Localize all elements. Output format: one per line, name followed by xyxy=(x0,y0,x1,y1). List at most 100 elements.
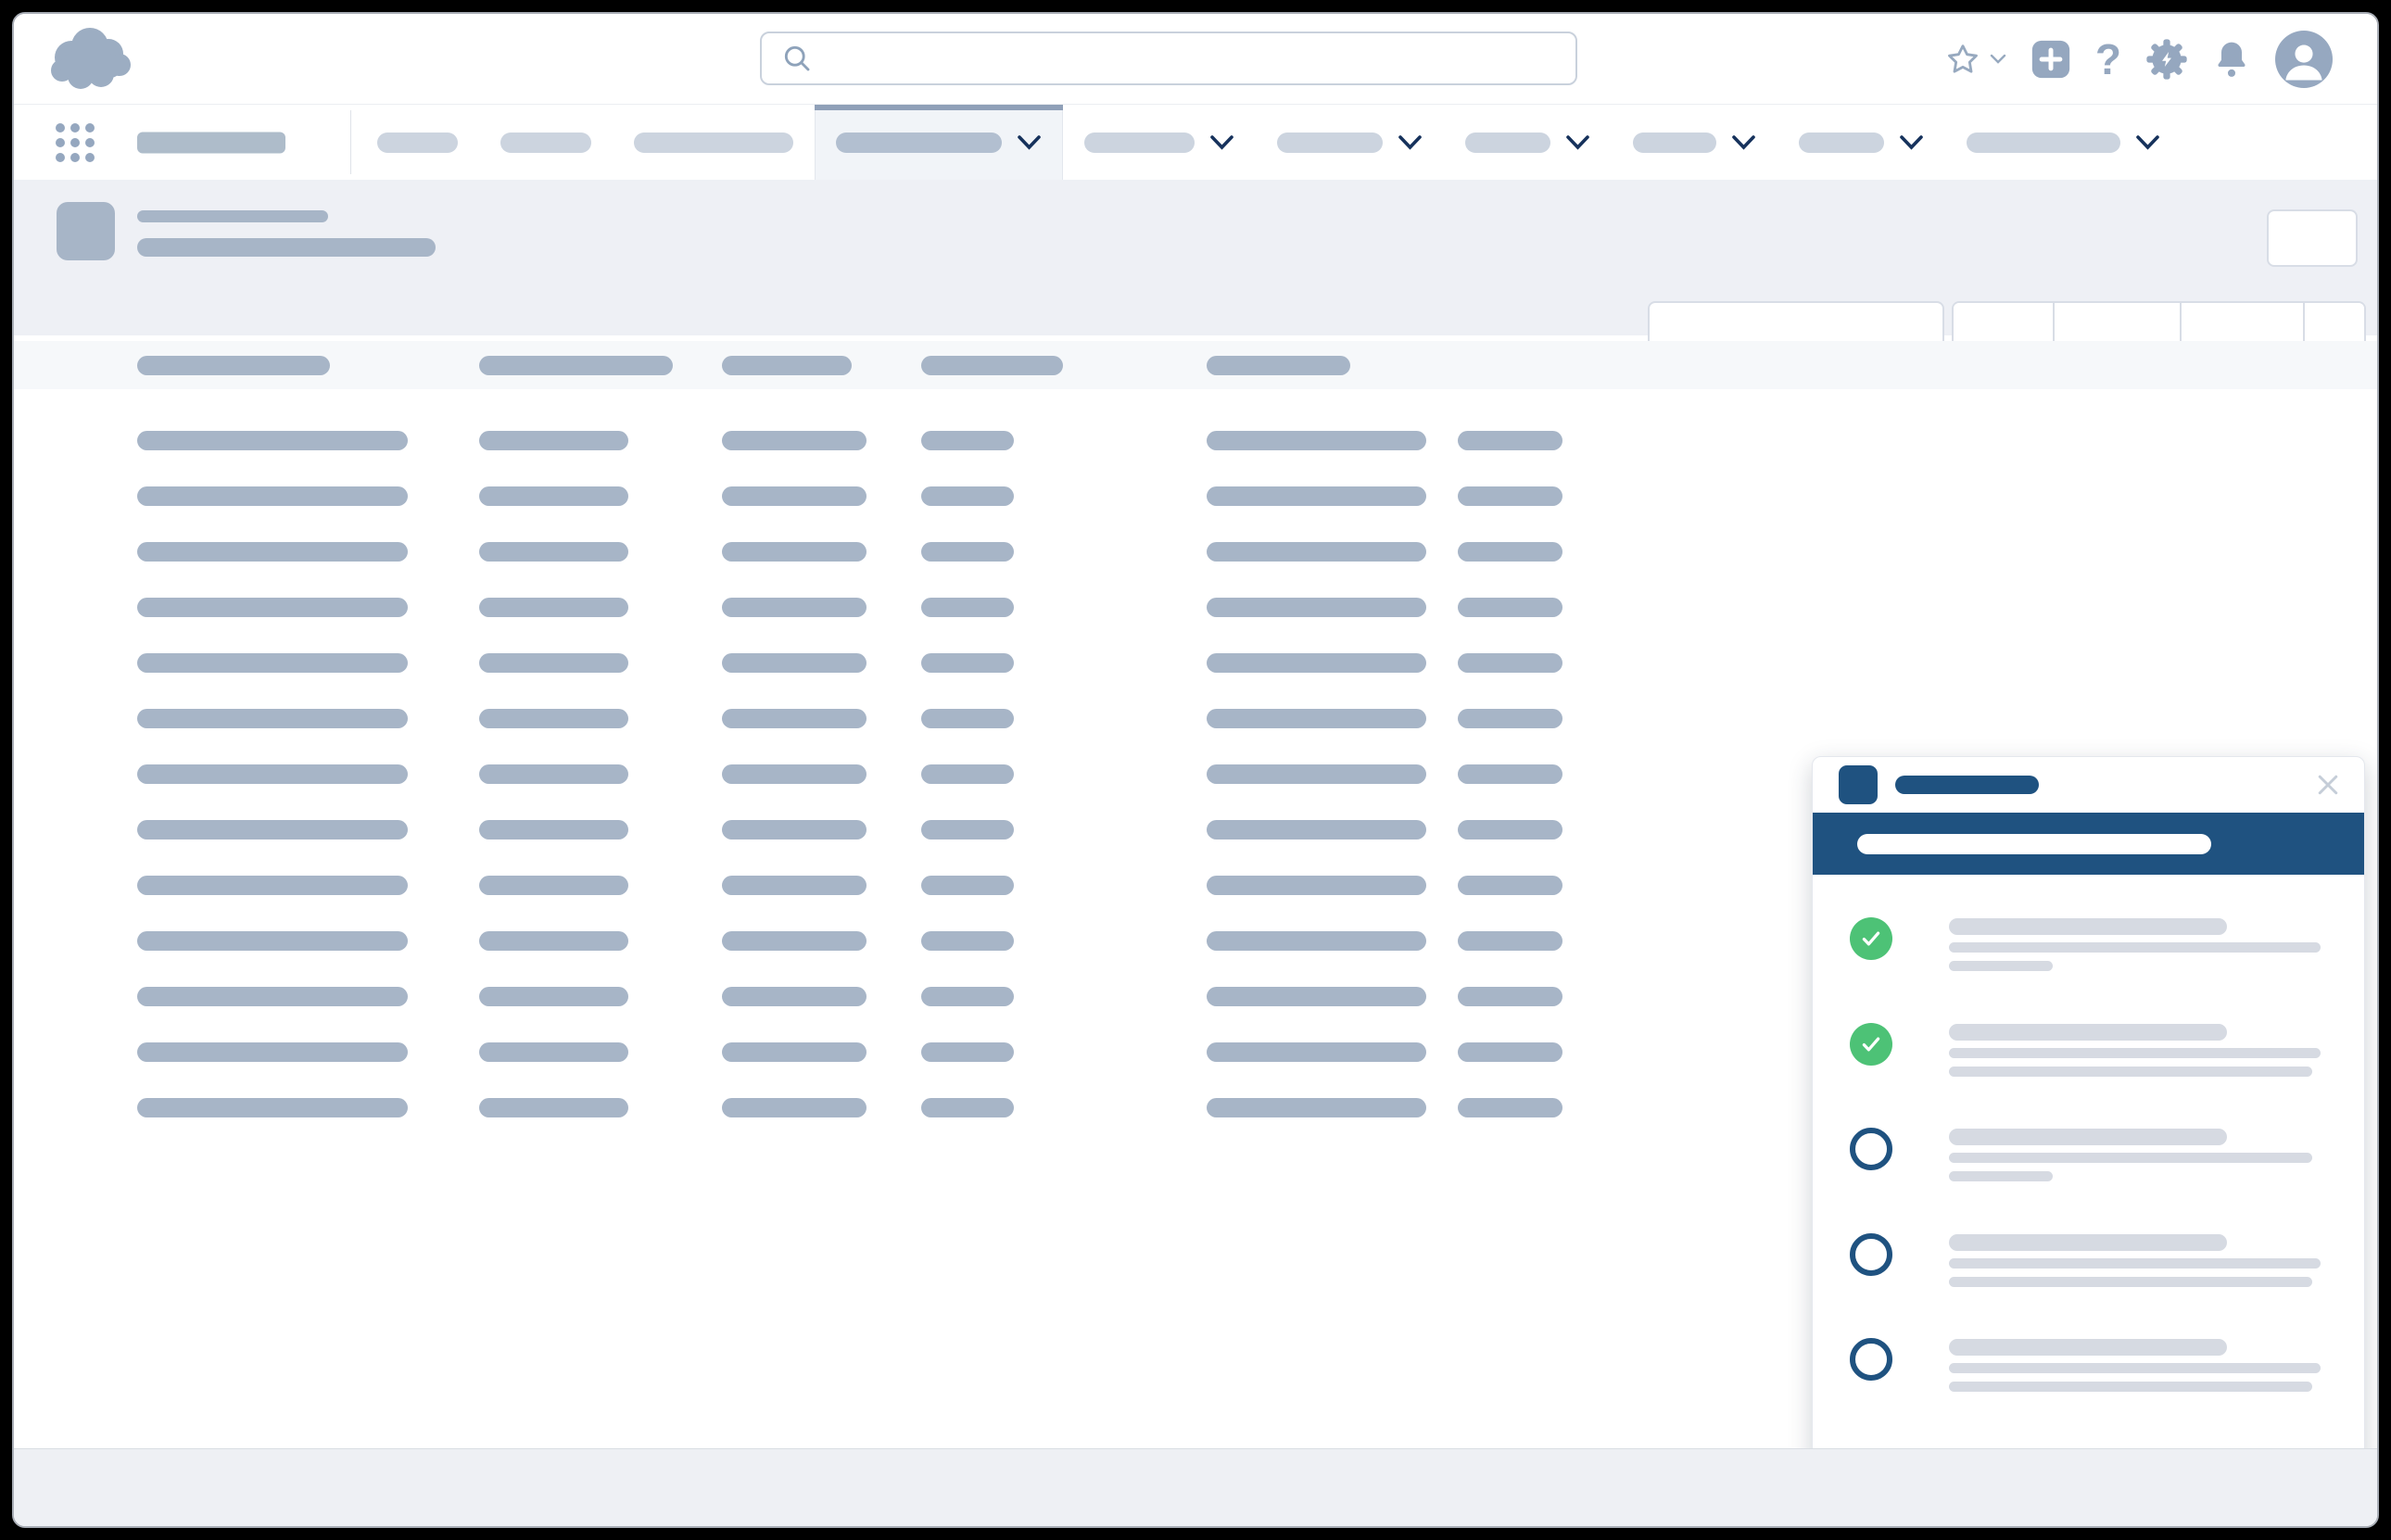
tab-label-placeholder xyxy=(1277,132,1383,153)
add-icon[interactable] xyxy=(2030,39,2071,80)
global-header: ? xyxy=(14,14,2377,104)
app-launcher-waffle-icon[interactable] xyxy=(56,122,95,162)
cell-placeholder xyxy=(1207,764,1426,784)
walkthrough-step-list xyxy=(1813,875,2364,1469)
table-row[interactable] xyxy=(14,802,2377,857)
cell-placeholder xyxy=(921,1042,1014,1062)
cell-placeholder xyxy=(722,709,867,728)
global-search xyxy=(760,32,1577,85)
column-header-placeholder[interactable] xyxy=(479,356,673,375)
walkthrough-banner xyxy=(1813,813,2364,875)
walkthrough-step[interactable] xyxy=(1850,1128,2346,1194)
walkthrough-step[interactable] xyxy=(1850,1023,2346,1090)
cell-placeholder xyxy=(1458,709,1562,728)
step-incomplete-circle-icon xyxy=(1850,1233,1892,1276)
table-row[interactable] xyxy=(14,690,2377,746)
cell-placeholder xyxy=(921,486,1014,506)
walkthrough-step[interactable] xyxy=(1850,1338,2346,1405)
nav-tab[interactable] xyxy=(356,105,479,180)
nav-tab[interactable] xyxy=(1777,105,1945,180)
notifications-bell-icon[interactable] xyxy=(2212,38,2251,81)
step-complete-check-icon xyxy=(1850,917,1892,960)
nav-tab[interactable] xyxy=(1945,105,2182,180)
cell-placeholder xyxy=(1207,1042,1426,1062)
page-header xyxy=(14,180,2377,366)
cell-placeholder xyxy=(479,987,628,1006)
cell-placeholder xyxy=(722,486,867,506)
cell-placeholder xyxy=(1458,876,1562,895)
cell-placeholder xyxy=(1207,876,1426,895)
cell-placeholder xyxy=(1458,431,1562,450)
user-avatar-icon[interactable] xyxy=(2275,30,2333,88)
setup-gear-icon[interactable] xyxy=(2145,38,2188,81)
walkthrough-step[interactable] xyxy=(1850,1233,2346,1300)
close-icon[interactable] xyxy=(2314,771,2342,799)
help-icon[interactable]: ? xyxy=(2094,34,2121,83)
step-text-placeholder xyxy=(1949,1363,2321,1373)
header-action-button[interactable] xyxy=(2267,209,2358,267)
table-row[interactable] xyxy=(14,857,2377,913)
chevron-down-icon xyxy=(2135,134,2160,150)
cell-placeholder xyxy=(137,431,408,450)
cell-placeholder xyxy=(1207,987,1426,1006)
favorites-chevron-icon[interactable] xyxy=(1990,54,2006,65)
cell-placeholder xyxy=(1207,931,1426,951)
step-text-placeholder xyxy=(1949,1024,2227,1041)
nav-tab[interactable] xyxy=(1063,105,1256,180)
cell-placeholder xyxy=(1458,542,1562,562)
nav-tab[interactable] xyxy=(479,105,613,180)
nav-tab[interactable] xyxy=(1256,105,1444,180)
walkthrough-step[interactable] xyxy=(1850,917,2346,984)
cell-placeholder xyxy=(1458,931,1562,951)
favorites-star-icon[interactable] xyxy=(1943,41,1982,78)
table-row[interactable] xyxy=(14,635,2377,690)
cell-placeholder xyxy=(722,1098,867,1117)
cell-placeholder xyxy=(137,542,408,562)
cell-placeholder xyxy=(137,820,408,839)
cell-placeholder xyxy=(479,931,628,951)
table-row[interactable] xyxy=(14,468,2377,524)
nav-tab-list xyxy=(356,105,2182,180)
cell-placeholder xyxy=(722,931,867,951)
cell-placeholder xyxy=(1207,820,1426,839)
chevron-down-icon xyxy=(1017,134,1042,150)
step-incomplete-circle-icon xyxy=(1850,1338,1892,1381)
table-row[interactable] xyxy=(14,968,2377,1024)
nav-tab-active[interactable] xyxy=(815,105,1063,180)
table-row[interactable] xyxy=(14,913,2377,968)
nav-tab[interactable] xyxy=(1444,105,1612,180)
cell-placeholder xyxy=(1207,1098,1426,1117)
table-row[interactable] xyxy=(14,579,2377,635)
cell-placeholder xyxy=(479,709,628,728)
cell-placeholder xyxy=(479,542,628,562)
cell-placeholder xyxy=(1207,486,1426,506)
nav-tab[interactable] xyxy=(1612,105,1777,180)
table-row[interactable] xyxy=(14,1079,2377,1135)
cell-placeholder xyxy=(722,598,867,617)
search-input[interactable] xyxy=(825,39,1575,78)
cell-placeholder xyxy=(137,876,408,895)
cell-placeholder xyxy=(1458,1042,1562,1062)
table-row[interactable] xyxy=(14,524,2377,579)
tab-label-placeholder xyxy=(1967,132,2120,153)
table-row[interactable] xyxy=(14,746,2377,802)
column-header-placeholder[interactable] xyxy=(921,356,1063,375)
cell-placeholder xyxy=(921,1098,1014,1117)
column-header-placeholder[interactable] xyxy=(722,356,852,375)
nav-tab[interactable] xyxy=(613,105,815,180)
cell-placeholder xyxy=(921,653,1014,673)
cell-placeholder xyxy=(921,931,1014,951)
column-header-placeholder[interactable] xyxy=(137,356,330,375)
table-row[interactable] xyxy=(14,1024,2377,1079)
cell-placeholder xyxy=(1458,486,1562,506)
step-complete-check-icon xyxy=(1850,1023,1892,1066)
step-incomplete-circle-icon xyxy=(1850,1128,1892,1170)
cell-placeholder xyxy=(921,431,1014,450)
table-row[interactable] xyxy=(14,412,2377,468)
app-window: ? xyxy=(12,12,2379,1528)
walkthrough-badge-icon xyxy=(1839,765,1878,804)
walkthrough-title-placeholder xyxy=(1895,776,2039,794)
column-header-placeholder[interactable] xyxy=(1207,356,1350,375)
cell-placeholder xyxy=(722,1042,867,1062)
